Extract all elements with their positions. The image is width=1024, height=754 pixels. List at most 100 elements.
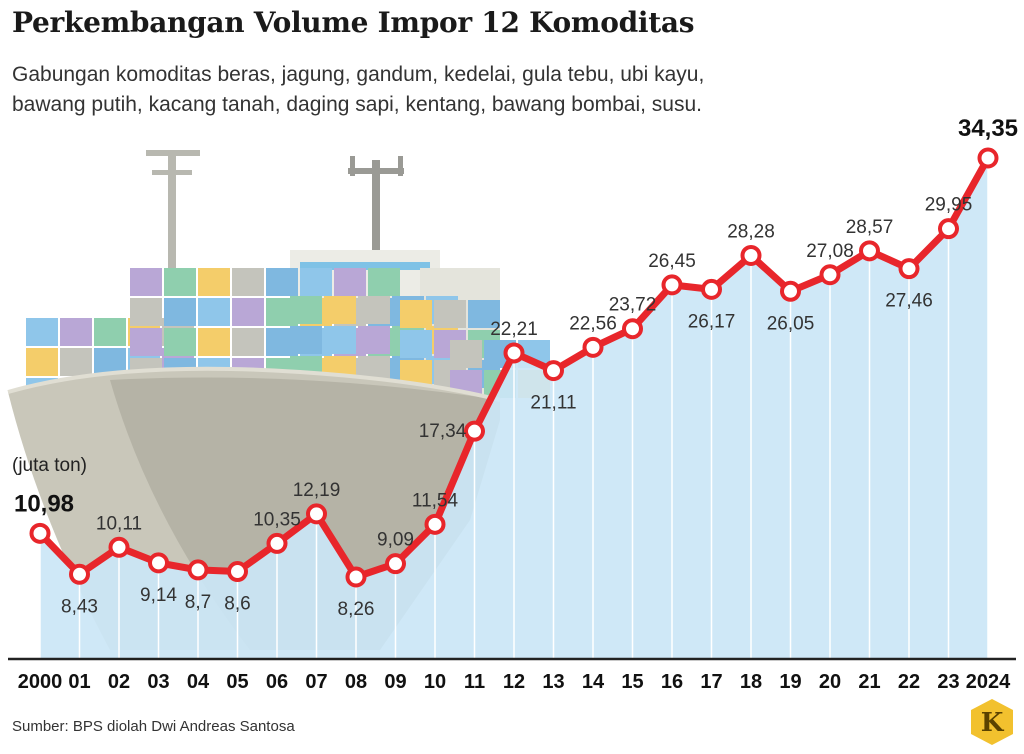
container-box: [450, 340, 482, 368]
data-points: [29, 147, 999, 588]
container-box: [266, 268, 298, 296]
container-box: [232, 328, 264, 356]
data-label: 26,05: [767, 313, 815, 334]
x-tick-label: 02: [108, 671, 130, 693]
area-fill: [39, 158, 989, 659]
container-box: [26, 348, 58, 376]
container-box: [300, 268, 332, 296]
data-label: 27,08: [806, 241, 854, 262]
x-tick-label: 18: [740, 671, 762, 693]
data-point: [819, 264, 841, 286]
data-point: [859, 240, 880, 262]
data-point: [661, 274, 683, 296]
data-label: 8,26: [338, 599, 375, 620]
container-box: [324, 326, 356, 354]
data-label: 8,43: [61, 596, 98, 617]
unit-label: (juta ton): [12, 455, 87, 476]
data-point: [977, 147, 999, 169]
data-label: 28,28: [727, 221, 775, 242]
data-point: [582, 336, 604, 358]
container-box: [358, 296, 390, 324]
container-box: [400, 300, 432, 328]
subtitle-line-2: bawang putih, kacang tanah, daging sapi,…: [12, 93, 702, 116]
x-tick-label: 01: [68, 671, 90, 693]
x-tick-label: 07: [305, 671, 327, 693]
x-tick-label: 11: [464, 671, 485, 693]
data-point: [227, 561, 248, 583]
data-label: 8,6: [224, 594, 250, 615]
data-label: 8,7: [185, 592, 211, 613]
container-box: [60, 348, 92, 376]
container-box: [232, 298, 264, 326]
container-box: [334, 268, 366, 296]
data-label: 29,95: [925, 195, 973, 216]
container-box: [164, 298, 196, 326]
subtitle-line-1: Gabungan komoditas beras, jagung, gandum…: [12, 63, 705, 86]
data-point: [108, 536, 130, 558]
x-tick-label: 19: [779, 671, 801, 693]
data-point: [898, 258, 920, 280]
data-label: 27,46: [885, 291, 933, 312]
data-label: 9,14: [140, 585, 177, 606]
container-box: [198, 298, 230, 326]
data-label: 10,98: [14, 490, 74, 517]
data-label: 11,54: [412, 490, 459, 511]
data-labels: 10,98 8,43 10,11 9,14 8,7 8,6 10,35 12,19 8,26 9,…: [14, 115, 1018, 620]
container-box: [164, 268, 196, 296]
data-point: [701, 278, 722, 300]
data-label: 9,09: [377, 530, 414, 551]
container-box: [164, 328, 196, 356]
data-label: 12,19: [293, 480, 341, 501]
container-box: [358, 326, 390, 354]
data-point: [464, 420, 485, 442]
data-label: 23,72: [609, 295, 657, 316]
data-point: [938, 218, 959, 240]
container-box: [434, 300, 466, 328]
x-tick-label: 2024: [966, 671, 1011, 693]
x-tick-label: 14: [582, 671, 605, 693]
container-box: [232, 268, 264, 296]
chart-title: Perkembangan Volume Impor 12 Komoditas: [12, 6, 695, 39]
data-label: 21,11: [530, 393, 576, 414]
x-tick-labels: 2000 01 02 03 04 05 06 07 08 09 10 11 12 13 14 15 16 17 18…: [18, 671, 1011, 693]
data-label: 22,56: [569, 313, 617, 334]
container-box: [290, 326, 322, 354]
x-tick-label: 17: [700, 671, 722, 693]
data-label: 28,57: [846, 217, 894, 238]
data-point: [503, 342, 525, 364]
x-tick-label: 08: [345, 671, 367, 693]
container-box: [198, 268, 230, 296]
publisher-logo: K: [971, 699, 1013, 745]
data-label: 22,21: [490, 319, 538, 340]
data-label: 10,11: [96, 513, 142, 534]
logo-letter: K: [981, 708, 1005, 738]
data-point: [780, 280, 801, 302]
container-box: [26, 318, 58, 346]
container-box: [400, 330, 432, 358]
x-tick-label: 20: [819, 671, 841, 693]
container-box: [368, 268, 400, 296]
data-point: [385, 553, 406, 575]
container-box: [198, 328, 230, 356]
x-tick-label: 09: [384, 671, 406, 693]
container-box: [324, 296, 356, 324]
x-tick-label: 16: [661, 671, 683, 693]
container-box: [130, 298, 162, 326]
container-box: [468, 300, 500, 328]
data-label: 26,45: [648, 251, 696, 272]
x-tick-label: 03: [147, 671, 169, 693]
data-point: [187, 559, 209, 581]
x-tick-label: 06: [266, 671, 288, 693]
container-box: [60, 318, 92, 346]
source-note: Sumber: BPS diolah Dwi Andreas Santosa: [12, 718, 295, 735]
data-point: [622, 318, 643, 340]
data-point: [306, 503, 327, 525]
x-tick-label: 10: [424, 671, 446, 693]
data-point: [266, 532, 288, 554]
data-point: [29, 522, 51, 544]
data-point: [424, 513, 446, 535]
x-tick-label: 13: [542, 671, 564, 693]
x-tick-label: 23: [937, 671, 959, 693]
data-label: 34,35: [958, 115, 1018, 142]
x-tick-label: 21: [858, 671, 880, 693]
